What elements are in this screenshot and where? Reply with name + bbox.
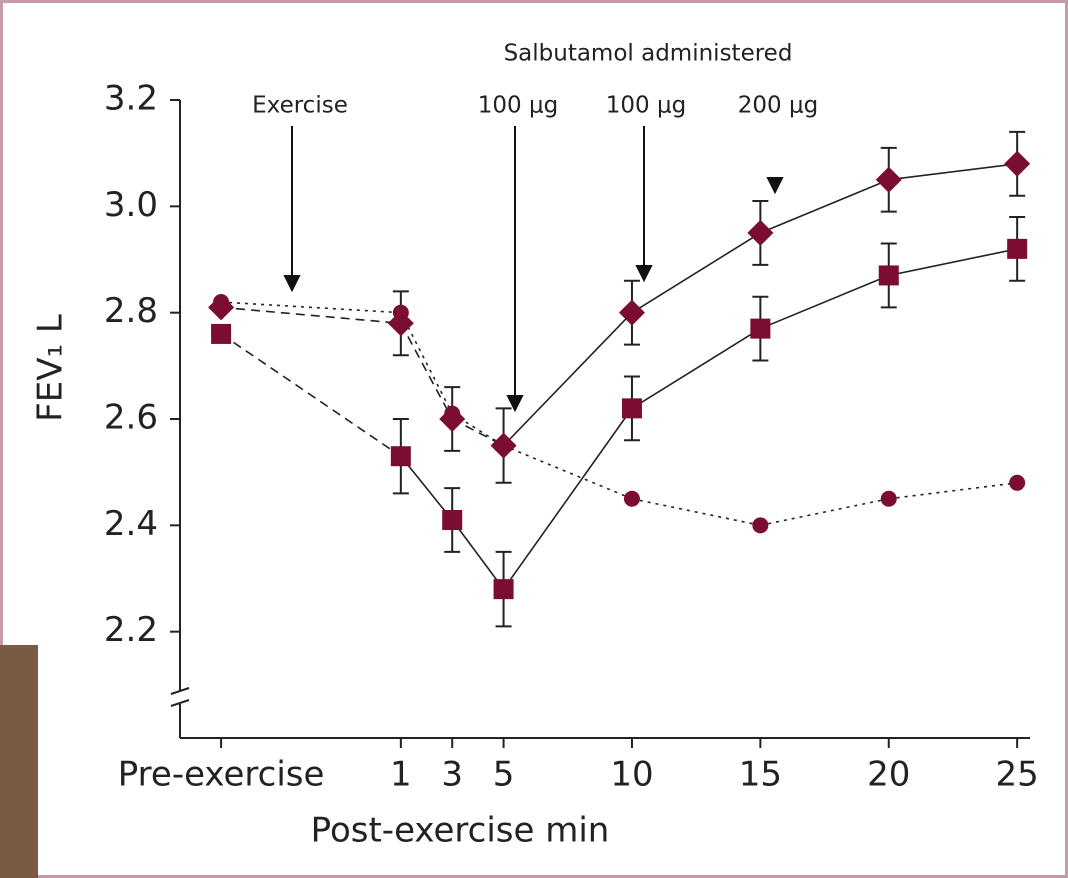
line-segment	[502, 312, 633, 447]
y-tick-label: 3.2	[104, 79, 158, 119]
square-marker	[211, 323, 232, 344]
circle-marker	[752, 517, 769, 534]
circle-marker	[880, 490, 897, 507]
circle-marker	[392, 304, 409, 321]
line-segment	[760, 274, 890, 330]
line-segment	[220, 333, 402, 457]
axis-break	[170, 699, 190, 707]
y-tick-label: 2.6	[104, 398, 158, 438]
square-marker	[621, 398, 642, 419]
line-segment	[221, 301, 401, 314]
square-marker	[442, 510, 463, 531]
line-segment	[400, 455, 453, 521]
line-segment	[888, 163, 1018, 181]
annotation: 100 μg	[478, 93, 558, 119]
x-tick-label: 5	[493, 755, 515, 795]
x-tick-label: 20	[867, 755, 910, 795]
line-segment	[451, 519, 505, 590]
circle-marker	[1009, 474, 1026, 491]
line-segment	[888, 248, 1018, 277]
x-tick-label: 1	[390, 755, 412, 795]
line-segment	[400, 312, 453, 415]
line-segment	[631, 327, 761, 410]
diamond-marker	[747, 219, 774, 246]
x-axis-label: Post-exercise min	[311, 811, 610, 851]
x-tick-label: Pre-exercise	[118, 755, 325, 795]
line-segment	[631, 232, 761, 314]
line-segment	[631, 497, 761, 527]
square-marker	[750, 318, 771, 339]
line-segment	[221, 306, 401, 325]
y-axis-label: FEV₁ L	[31, 314, 71, 422]
x-tick-label: 3	[441, 755, 463, 795]
axis-break	[170, 687, 190, 695]
arrows	[283, 126, 784, 413]
x-tick-label: 25	[996, 755, 1039, 795]
annotation: Salbutamol administered	[504, 41, 793, 67]
square-marker	[878, 265, 899, 286]
y-tick-label: 2.8	[104, 291, 158, 331]
diamond-marker	[1004, 150, 1031, 177]
annotation: Exercise	[252, 93, 348, 119]
line-segment	[888, 482, 1018, 500]
y-tick-label: 2.4	[104, 504, 158, 544]
line-segment	[760, 497, 889, 527]
x-tick-label: 10	[610, 755, 653, 795]
diamond-marker	[618, 299, 645, 326]
x-tick-label: 15	[739, 755, 782, 795]
line-segment	[502, 407, 633, 590]
line-segment	[400, 322, 453, 420]
square-marker	[1007, 238, 1028, 259]
circle-marker	[495, 437, 512, 454]
circle-marker	[213, 294, 230, 311]
square-marker	[493, 579, 514, 600]
y-tick-label: 2.2	[104, 610, 158, 650]
diamond-marker	[875, 166, 902, 193]
square-marker	[390, 446, 411, 467]
photo-edge	[0, 645, 38, 878]
annotation: 100 μg	[606, 93, 686, 119]
circle-marker	[444, 405, 461, 422]
y-tick-label: 3.0	[104, 185, 158, 225]
circle-marker	[623, 490, 640, 507]
line-segment	[760, 179, 890, 234]
annotation: 200 μg	[738, 93, 818, 119]
